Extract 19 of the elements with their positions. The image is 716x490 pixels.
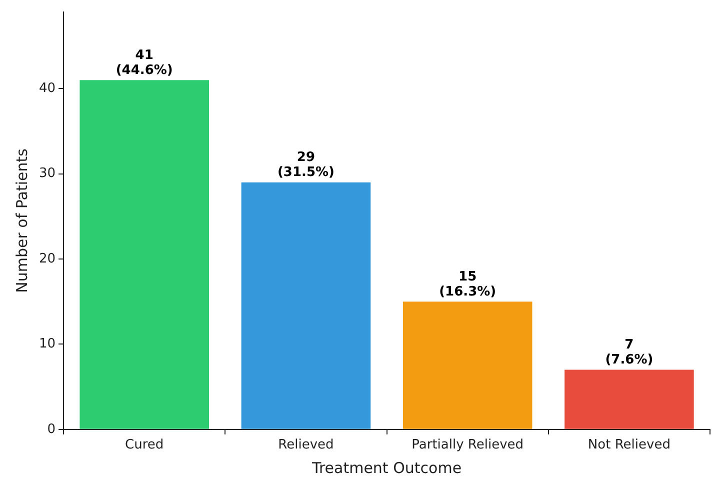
- y-tick-label: 30: [38, 166, 56, 182]
- y-tick-label: 20: [38, 251, 56, 266]
- data-label: 15 (16.3%): [439, 270, 496, 300]
- y-tick-label: 40: [38, 81, 56, 96]
- data-label: 41 (44.6%): [116, 48, 173, 78]
- y-tick-label: 10: [38, 336, 56, 352]
- data-label: 29 (31.5%): [277, 150, 334, 180]
- x-tick-label: Relieved: [278, 438, 334, 453]
- bar: [80, 80, 209, 429]
- y-tick-label: 0: [47, 422, 56, 437]
- data-label: 7 (7.6%): [605, 338, 654, 368]
- y-axis-title: Number of Patients: [12, 148, 31, 293]
- x-axis-title: Treatment Outcome: [310, 458, 462, 477]
- bar: [402, 302, 532, 429]
- x-tick-label: Not Relieved: [588, 438, 670, 453]
- bar: [564, 370, 694, 429]
- x-tick-label: Partially Relieved: [412, 438, 524, 453]
- x-tick-label: Cured: [125, 438, 164, 453]
- bar: [241, 182, 371, 429]
